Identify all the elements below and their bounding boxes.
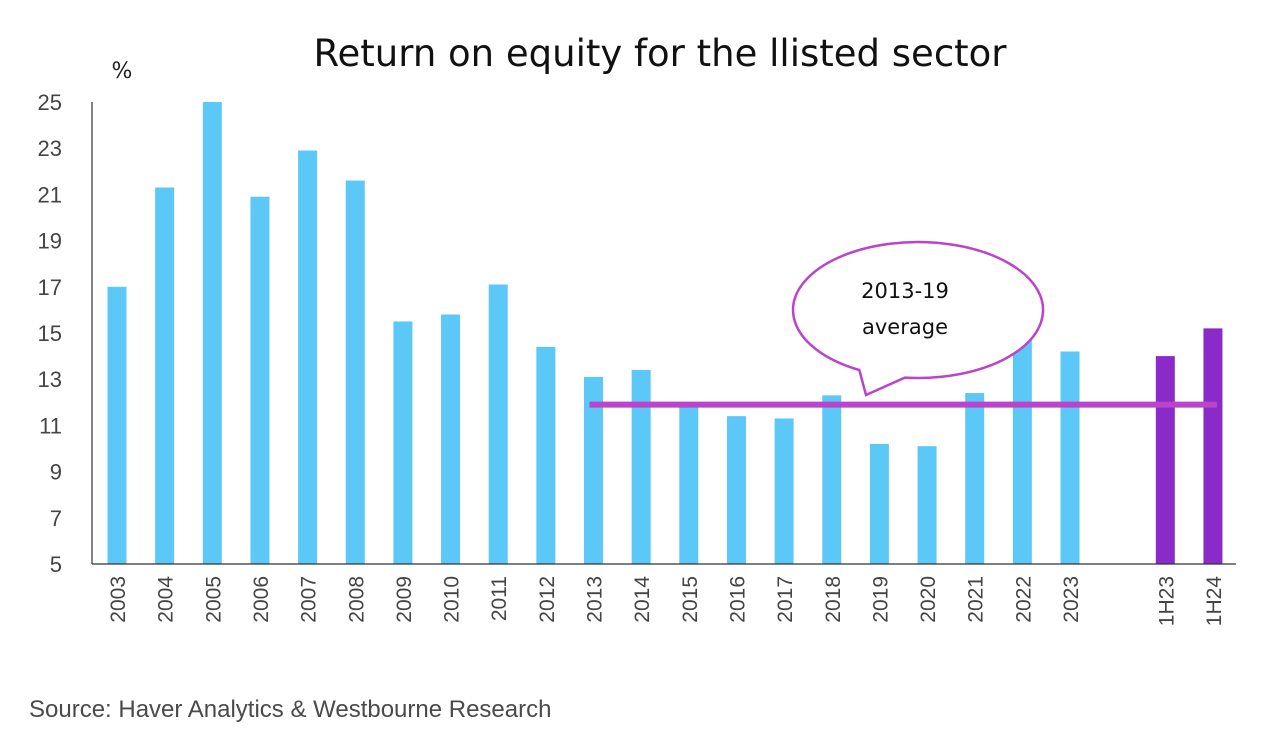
x-tick-label: 2021 — [965, 576, 988, 623]
y-tick-label: 9 — [50, 460, 62, 485]
bar-2011 — [488, 284, 508, 564]
y-tick-label: 13 — [38, 367, 62, 392]
bar-2004 — [155, 187, 175, 564]
x-tick-label: 2020 — [917, 576, 940, 623]
x-tick-label: 2009 — [393, 576, 416, 623]
bar-2022 — [1012, 337, 1032, 564]
bar-2009 — [393, 321, 413, 564]
bar-2019 — [869, 443, 889, 564]
x-tick-label: 2007 — [298, 576, 321, 623]
bar-1h23 — [1155, 356, 1175, 564]
bar-2006 — [250, 196, 270, 564]
y-tick-label: 25 — [38, 90, 62, 115]
x-tick-label: 2008 — [345, 576, 368, 623]
x-tick-label: 2011 — [488, 576, 511, 621]
callout-text-line-2: average — [862, 315, 948, 339]
bar-2021 — [965, 393, 985, 564]
y-tick-label: 7 — [50, 506, 62, 531]
bar-2015 — [679, 402, 699, 564]
bar-2010 — [441, 314, 461, 564]
x-tick-label: 2014 — [631, 576, 654, 623]
bar-2013 — [584, 376, 603, 564]
bars — [107, 102, 1223, 565]
bar-2012 — [536, 346, 556, 564]
average-callout: 2013-19 average — [791, 240, 1045, 397]
x-tick-label: 2003 — [107, 576, 130, 623]
x-tick-label: 2017 — [774, 576, 797, 623]
chart-title: Return on equity for the llisted sector — [313, 32, 1007, 75]
bar-2017 — [774, 418, 794, 564]
x-axis-ticks: 2003 2004 2005 2006 2007 2008 2009 2010 2011 2012… — [107, 576, 1226, 627]
y-tick-label: 5 — [50, 552, 62, 577]
bar-2005 — [202, 102, 222, 564]
x-tick-label: 2015 — [679, 576, 702, 623]
callout-text-line-1: 2013-19 — [861, 279, 949, 303]
x-tick-label: 2022 — [1012, 576, 1035, 623]
y-tick-label: 15 — [38, 321, 62, 346]
y-tick-label: 11 — [39, 413, 62, 438]
x-tick-label: 2018 — [822, 576, 845, 623]
bar-2020 — [917, 446, 937, 564]
bar-2007 — [298, 150, 318, 564]
y-tick-label: 21 — [38, 182, 62, 207]
y-tick-label: 17 — [38, 275, 62, 300]
x-tick-label: 2012 — [536, 576, 559, 623]
bar-2018 — [822, 395, 842, 564]
bar-2023 — [1060, 351, 1080, 564]
y-tick-label: 19 — [38, 229, 62, 254]
x-tick-label: 2004 — [155, 576, 178, 623]
bar-2003 — [107, 286, 127, 564]
x-tick-label: 2019 — [869, 576, 892, 623]
x-tick-label: 2016 — [726, 576, 749, 623]
y-axis-ticks: 5 7 9 11 13 15 17 19 21 23 25 — [38, 90, 62, 577]
x-tick-label: 2006 — [250, 576, 273, 623]
y-tick-label: 23 — [38, 136, 62, 161]
x-tick-label: 2010 — [441, 576, 464, 623]
y-unit-label: % — [112, 59, 133, 84]
x-tick-label: 1H24 — [1203, 576, 1226, 627]
bar-2008 — [345, 180, 365, 565]
bar-2016 — [726, 416, 746, 564]
bar-1h24 — [1203, 328, 1223, 564]
x-tick-label: 2023 — [1060, 576, 1083, 623]
x-tick-label: 2005 — [202, 576, 225, 623]
callout-bubble — [791, 240, 1045, 397]
x-tick-label: 1H23 — [1155, 576, 1178, 626]
source-note: Source: Haver Analytics & Westbourne Res… — [29, 696, 552, 723]
x-tick-label: 2013 — [584, 576, 607, 623]
bar-2014 — [631, 369, 651, 564]
